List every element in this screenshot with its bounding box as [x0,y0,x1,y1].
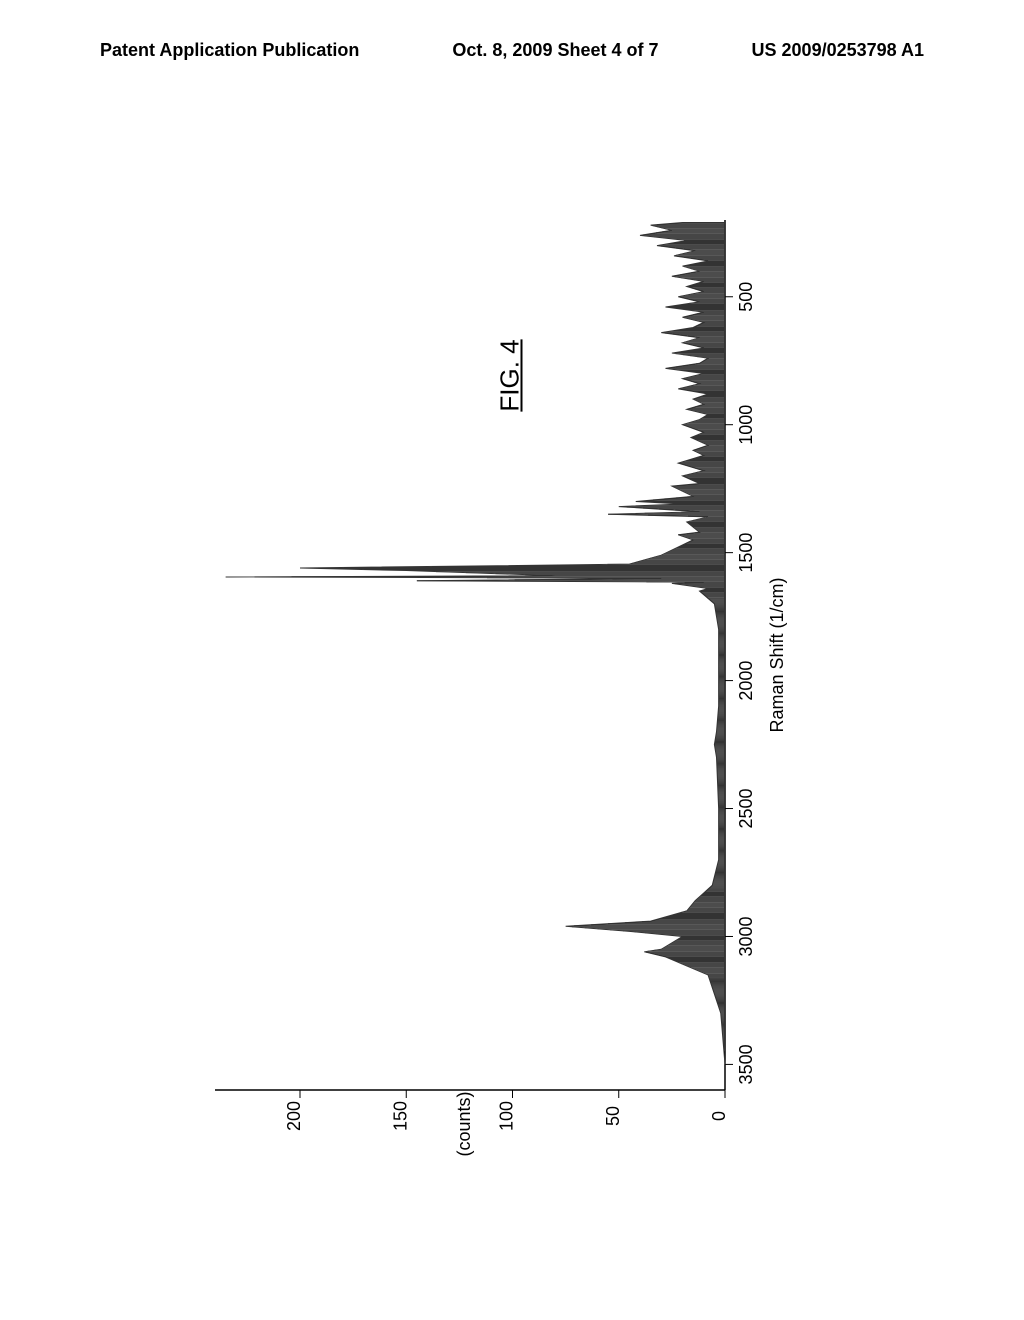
svg-text:500: 500 [736,282,756,312]
svg-text:3500: 3500 [736,1044,756,1084]
page-header: Patent Application Publication Oct. 8, 2… [0,0,1024,81]
header-publication: Patent Application Publication [100,40,359,61]
svg-text:Raman Shift (1/cm): Raman Shift (1/cm) [767,577,787,732]
svg-text:2000: 2000 [736,661,756,701]
header-patent-number: US 2009/0253798 A1 [752,40,924,61]
figure-container: FIG. 4 0 50 100 150 200 500 1000 1500 2000 2500 30… [120,180,900,1160]
header-sheet-info: Oct. 8, 2009 Sheet 4 of 7 [452,40,658,61]
raman-spectrum-chart: 0 50 100 150 200 500 1000 1500 2000 2500 3000 3500 I… [120,180,900,1160]
svg-text:0: 0 [709,1111,729,1121]
figure-label: FIG. 4 [495,339,526,411]
svg-text:Intensity (counts): Intensity (counts) [454,1091,474,1160]
svg-text:50: 50 [603,1106,623,1126]
svg-text:1500: 1500 [736,533,756,573]
svg-text:3000: 3000 [736,916,756,956]
svg-text:2500: 2500 [736,789,756,829]
svg-text:200: 200 [284,1101,304,1131]
svg-text:150: 150 [390,1101,410,1131]
svg-text:1000: 1000 [736,405,756,445]
svg-text:100: 100 [497,1101,517,1131]
